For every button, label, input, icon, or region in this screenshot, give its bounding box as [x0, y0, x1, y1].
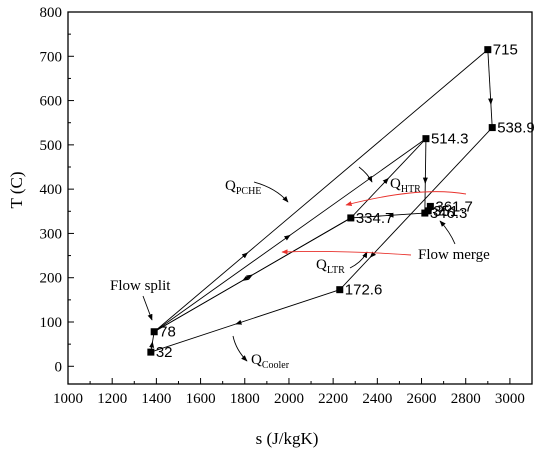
state-point-label: 538.9: [497, 120, 535, 137]
state-point-markers: [147, 46, 496, 356]
flow-direction-arrow: [246, 274, 254, 280]
y-tick-label: 700: [40, 49, 63, 65]
state-point-marker: [426, 202, 434, 210]
q-pche-pointer: [253, 181, 289, 203]
flow-split-pointer: [142, 295, 153, 321]
x-tick-label: 2400: [362, 391, 392, 407]
x-tick-label: 1600: [186, 391, 216, 407]
state-point-marker: [488, 124, 496, 132]
annotation-pointers: [142, 166, 456, 362]
state-point-label: 715: [493, 42, 518, 59]
cycle-process-lines: [149, 49, 494, 353]
x-tick-label: 3000: [495, 391, 525, 407]
q-htr-pointer: [358, 166, 373, 183]
state-point-marker: [484, 46, 492, 54]
y-tick-label: 500: [40, 138, 63, 154]
state-point-marker: [422, 135, 430, 143]
state-point-label: 172.6: [345, 282, 383, 299]
x-tick-label: 2800: [451, 391, 481, 407]
process-line: [153, 49, 489, 333]
y-tick-label: 400: [40, 182, 63, 198]
x-tick-label: 2600: [407, 391, 437, 407]
y-tick-label: 300: [40, 226, 63, 242]
q-cooler-annotation: QCooler: [251, 352, 290, 371]
flow-direction-arrow: [369, 251, 376, 258]
flow-split-annotation: Flow split: [110, 278, 171, 294]
flow-direction-arrow: [235, 319, 243, 325]
flow-direction-arrow: [241, 252, 249, 259]
state-point-marker: [347, 214, 355, 222]
y-tick-label: 0: [55, 359, 63, 375]
y-tick-label: 800: [40, 5, 63, 21]
state-point-marker: [336, 286, 344, 294]
x-tick-label: 1000: [53, 391, 83, 407]
x-tick-label: 2200: [318, 391, 348, 407]
process-line: [339, 127, 493, 290]
q-ltr-pointer: [349, 251, 368, 269]
flow-direction-arrow: [283, 234, 291, 241]
y-tick-label: 100: [40, 315, 63, 331]
state-point-label: 514.3: [431, 131, 469, 148]
state-point-label: 32: [156, 344, 173, 361]
x-tick-label: 1400: [141, 391, 171, 407]
state-point-label: 361.7: [435, 198, 473, 215]
x-tick-label: 1200: [97, 391, 127, 407]
x-tick-label: 2000: [274, 391, 304, 407]
x-axis-title: s (J/kgK): [256, 429, 319, 448]
plot-frame: [67, 11, 533, 385]
merge-red-arrow: [281, 249, 412, 256]
x-tick-label: 1800: [230, 391, 260, 407]
state-point-marker: [147, 348, 155, 356]
y-tick-label: 600: [40, 94, 63, 110]
process-line: [487, 49, 493, 128]
q-ltr-annotation: QLTR: [316, 257, 345, 276]
flow-direction-arrow: [382, 177, 389, 185]
state-point-label: 78: [159, 324, 176, 341]
q-htr-annotation: QHTR: [390, 176, 421, 195]
state-point-label: 346.3: [430, 205, 468, 222]
state-point-label: 351: [433, 203, 458, 220]
process-line: [424, 138, 427, 214]
state-point-label: 334.7: [356, 210, 394, 227]
flow-merge-annotation: Flow merge: [418, 247, 490, 263]
y-tick-label: 200: [40, 271, 63, 287]
q-cooler-pointer: [232, 335, 248, 362]
process-line: [350, 138, 427, 219]
q-pche-annotation: QPCHE: [225, 178, 261, 197]
state-point-marker: [150, 328, 158, 336]
y-axis-title: T (C): [7, 172, 26, 209]
htr-red-arrow: [345, 191, 467, 207]
flow-merge-pointer: [439, 220, 456, 245]
process-line: [150, 289, 340, 353]
flow-direction-arrow: [149, 341, 155, 348]
state-point-marker: [421, 209, 429, 217]
highlight-arrows: [281, 191, 467, 256]
plot-axes: 1000 1200 1400 1600 1800 2000 2200 2400 2600 2800…: [40, 5, 533, 407]
